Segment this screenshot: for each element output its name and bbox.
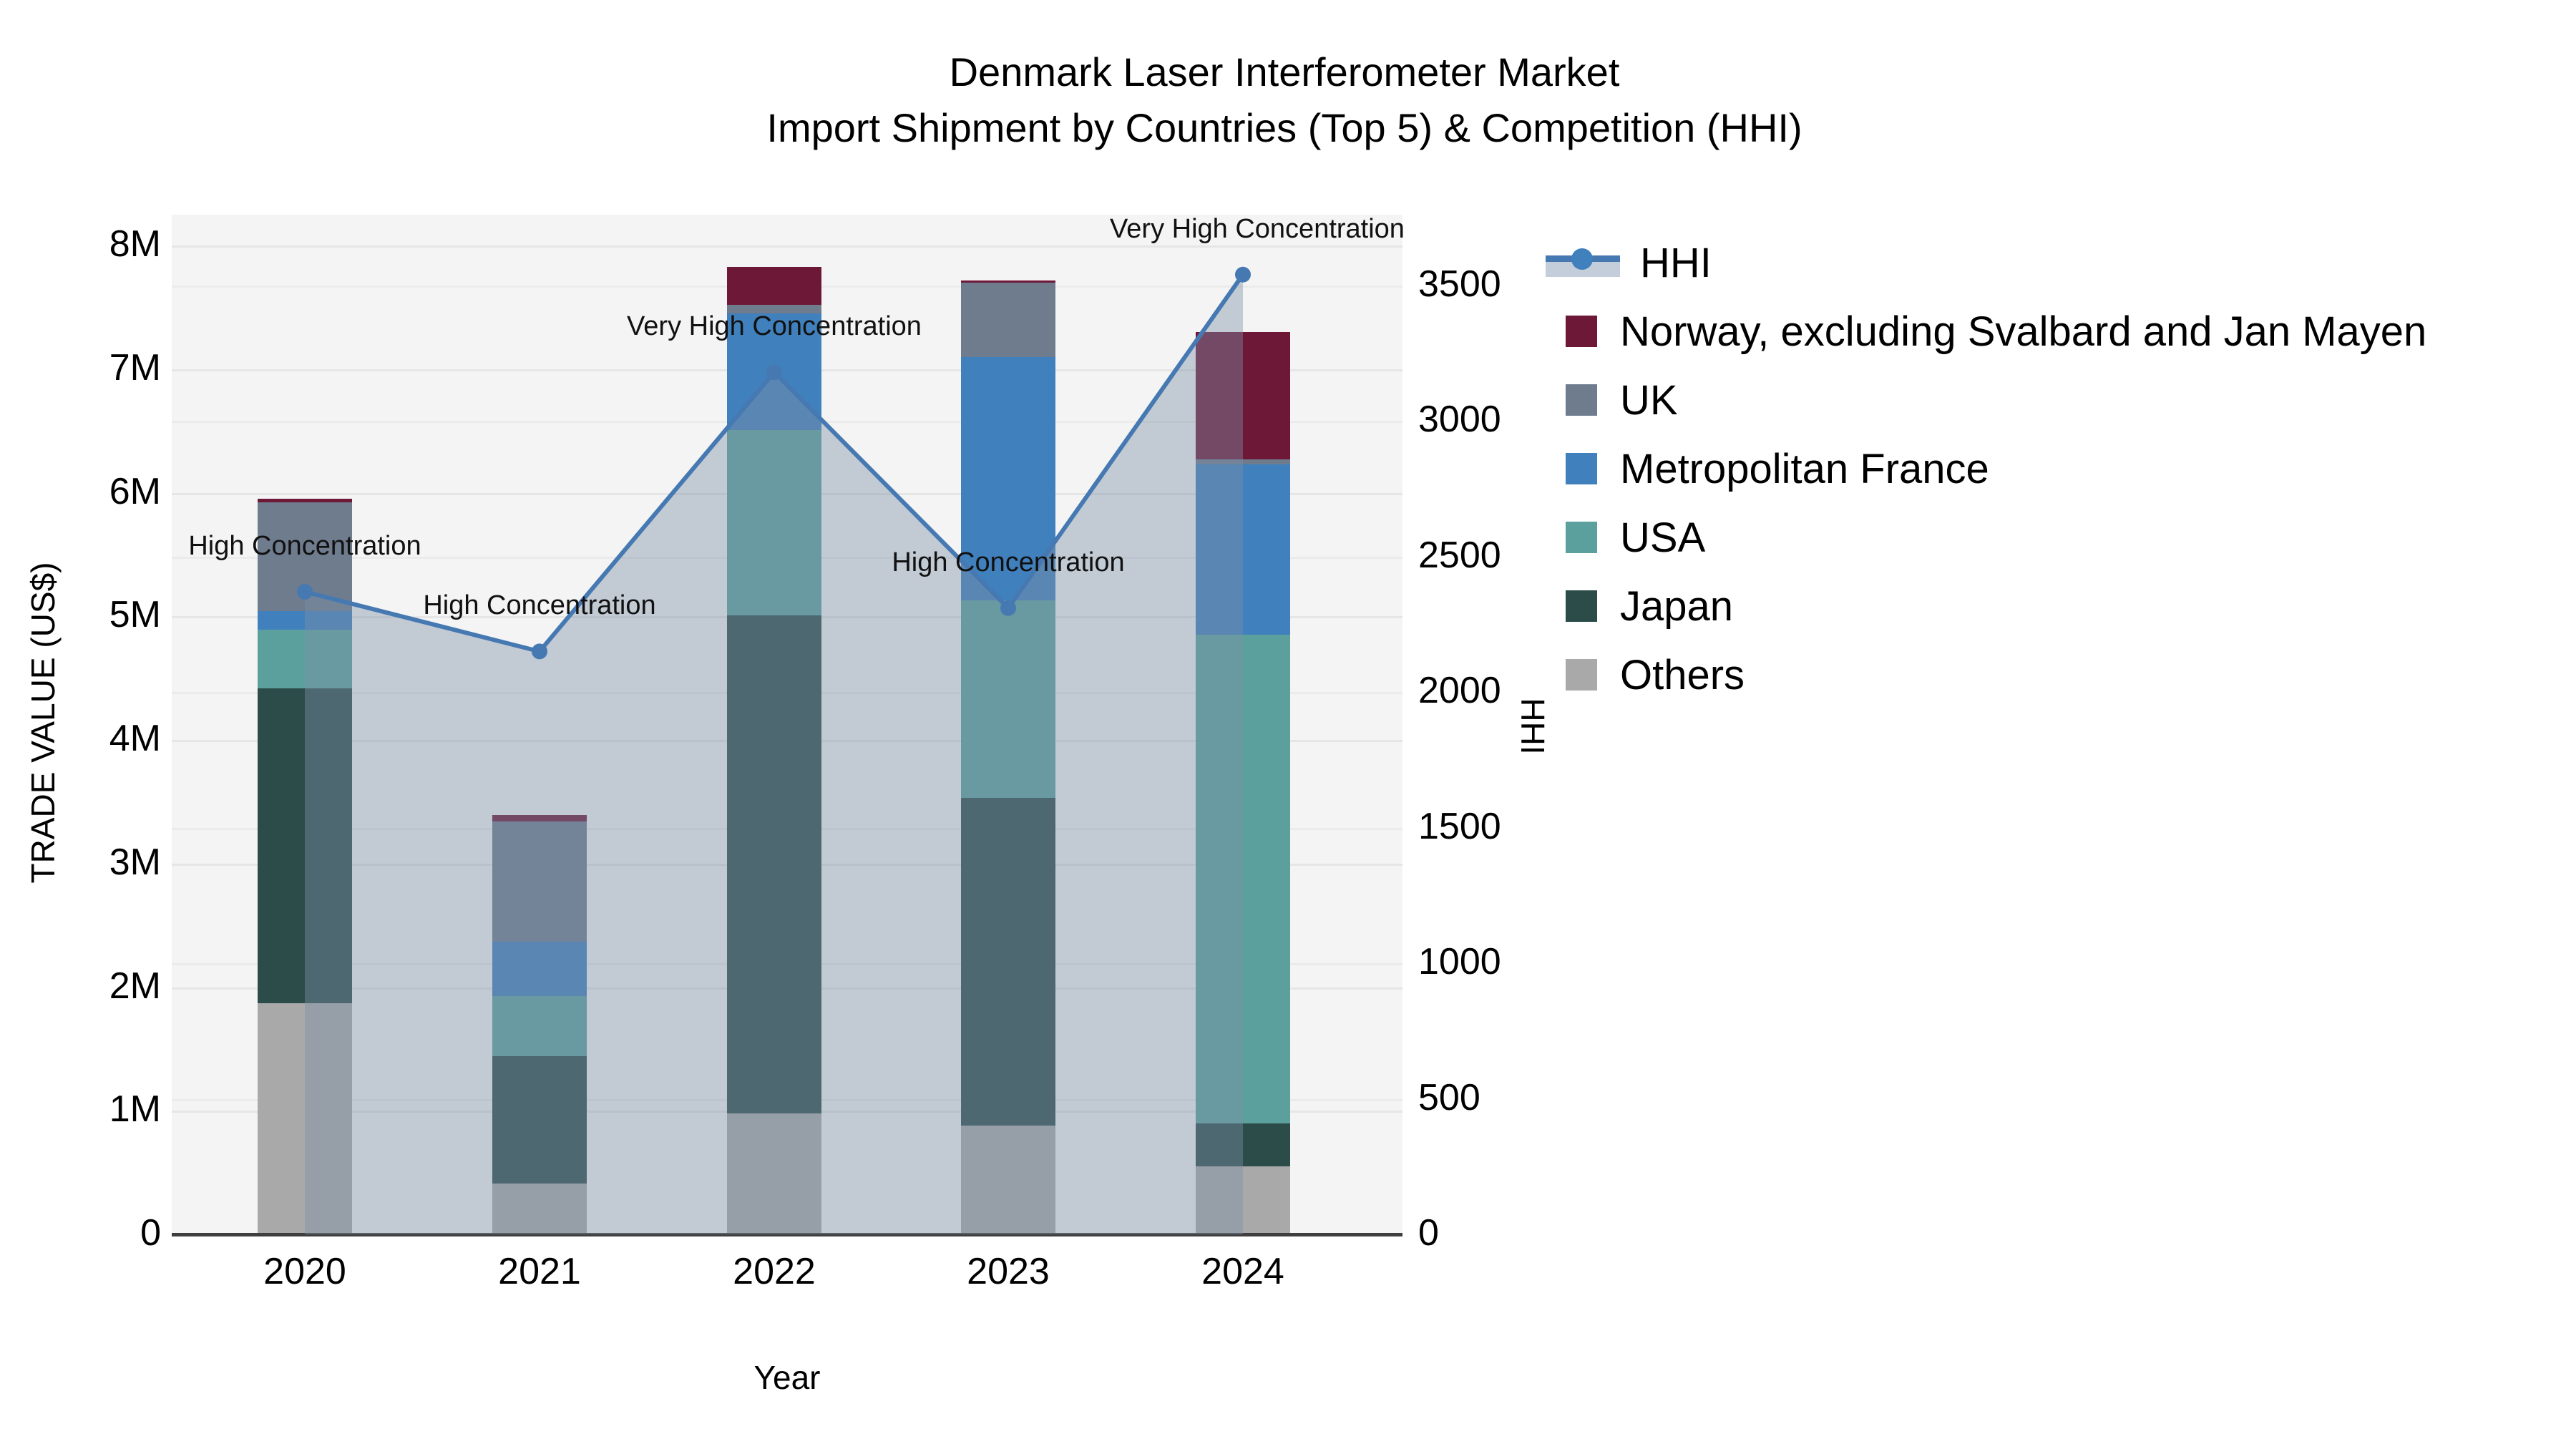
y-right-tick-0: 0 — [1418, 1212, 1439, 1254]
legend-label-uk: UK — [1620, 376, 1678, 424]
legend-label-others: Others — [1620, 651, 1745, 698]
y-right-tick-2000: 2000 — [1418, 670, 1501, 712]
y-right-tick-1000: 1000 — [1418, 941, 1501, 983]
gridline-trade-8M — [172, 245, 1402, 248]
legend-swatch-metropolitan-france — [1566, 453, 1597, 484]
bar-2023-uk — [961, 283, 1055, 357]
bar-2023-norway-excluding-svalbard-and-jan-mayen — [961, 280, 1055, 283]
annotation-2022: Very High Concentration — [627, 311, 922, 342]
x-tick-2023: 2023 — [967, 1251, 1050, 1292]
y-axis-left-title: TRADE VALUE (US$) — [24, 562, 62, 884]
legend-item-usa: USA — [1546, 514, 1706, 561]
hhi-line-legend-sample — [1546, 247, 1620, 278]
legend-swatch-uk — [1566, 384, 1597, 416]
y-left-tick-2M: 2M — [109, 965, 161, 1007]
bar-2020-usa — [258, 630, 352, 688]
bar-2024-metropolitan-france — [1196, 464, 1290, 635]
chart-title-line-1: Denmark Laser Interferometer Market — [949, 49, 1620, 94]
y-right-tick-3500: 3500 — [1418, 263, 1501, 305]
legend-label-japan: Japan — [1620, 582, 1734, 630]
y-left-tick-1M: 1M — [109, 1088, 161, 1131]
legend-label-usa: USA — [1620, 514, 1706, 561]
bar-2021-usa — [492, 995, 587, 1057]
bar-2024-japan — [1196, 1123, 1290, 1166]
bar-2021-japan — [492, 1056, 587, 1184]
bar-2023-usa — [961, 600, 1055, 799]
annotation-2021: High Concentration — [423, 590, 656, 621]
legend-swatch-norway-excluding-svalbard-and-jan-mayen — [1566, 316, 1597, 347]
y-right-tick-2500: 2500 — [1418, 534, 1501, 576]
x-tick-2020: 2020 — [263, 1251, 346, 1292]
annotation-2023: High Concentration — [892, 547, 1125, 577]
x-tick-2024: 2024 — [1201, 1251, 1284, 1292]
bar-2023-others — [961, 1126, 1055, 1234]
annotation-2020: High Concentration — [188, 531, 421, 562]
y-right-tick-3000: 3000 — [1418, 399, 1501, 441]
y-left-tick-7M: 7M — [109, 346, 161, 389]
y-right-tick-500: 500 — [1418, 1076, 1480, 1118]
y-right-tick-1500: 1500 — [1418, 805, 1501, 847]
legend-item-others: Others — [1546, 652, 1745, 698]
y-left-tick-6M: 6M — [109, 470, 161, 512]
bar-2020-others — [258, 1003, 352, 1234]
bar-2024-usa — [1196, 635, 1290, 1123]
legend-swatch-others — [1566, 659, 1597, 691]
bar-2022-others — [727, 1113, 821, 1234]
bar-2024-norway-excluding-svalbard-and-jan-mayen — [1196, 332, 1290, 459]
bar-2020-metropolitan-france — [258, 611, 352, 630]
x-tick-2022: 2022 — [733, 1251, 816, 1292]
x-axis-title: Year — [753, 1359, 821, 1396]
legend-swatch-japan — [1566, 590, 1597, 622]
legend-item-metropolitan-france: Metropolitan France — [1546, 446, 1989, 492]
annotation-2024: Very High Concentration — [1110, 213, 1405, 244]
bar-2022-norway-excluding-svalbard-and-jan-mayen — [727, 266, 821, 306]
bar-2020-norway-excluding-svalbard-and-jan-mayen — [258, 499, 352, 503]
legend-item-hhi: HHI — [1546, 240, 1712, 286]
bar-2021-others — [492, 1184, 587, 1234]
y-left-tick-5M: 5M — [109, 594, 161, 636]
legend-item-uk: UK — [1546, 376, 1678, 424]
x-axis-line — [172, 1233, 1402, 1236]
y-axis-right-title: HHI — [1514, 698, 1551, 755]
bar-2022-japan — [727, 615, 821, 1113]
bar-2024-uk — [1196, 459, 1290, 464]
plot-area — [172, 215, 1402, 1234]
x-tick-2021: 2021 — [498, 1251, 581, 1292]
bar-2024-others — [1196, 1166, 1290, 1234]
legend-item-japan: Japan — [1546, 582, 1734, 630]
legend-swatch-usa — [1566, 522, 1597, 553]
y-left-tick-8M: 8M — [109, 223, 161, 265]
hhi-marker-swatch — [1571, 248, 1593, 270]
legend-label-hhi: HHI — [1640, 239, 1712, 286]
y-left-tick-0: 0 — [140, 1212, 161, 1254]
bar-2023-japan — [961, 798, 1055, 1126]
bar-2020-japan — [258, 688, 352, 1003]
bar-2022-usa — [727, 429, 821, 615]
bar-2021-uk — [492, 821, 587, 942]
chart-title-line-2: Import Shipment by Countries (Top 5) & C… — [766, 105, 1802, 150]
legend-label-metropolitan-france: Metropolitan France — [1620, 445, 1989, 492]
y-left-tick-4M: 4M — [109, 718, 161, 760]
y-left-tick-3M: 3M — [109, 841, 161, 883]
legend-label-norway-excluding-svalbard-and-jan-mayen: Norway, excluding Svalbard and Jan Mayen — [1620, 308, 2427, 355]
bar-2021-norway-excluding-svalbard-and-jan-mayen — [492, 815, 587, 822]
legend-item-norway-excluding-svalbard-and-jan-mayen: Norway, excluding Svalbard and Jan Mayen — [1546, 308, 2427, 355]
bar-2021-metropolitan-france — [492, 941, 587, 996]
